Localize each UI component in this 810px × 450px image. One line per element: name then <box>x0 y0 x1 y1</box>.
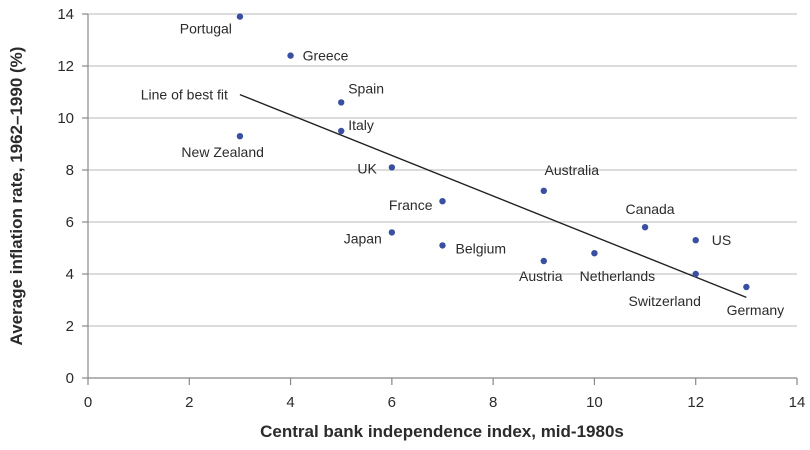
point-label-netherlands: Netherlands <box>580 268 656 284</box>
data-points: Portugal Greece Spain Italy New Zealand UK Aus… <box>180 13 784 318</box>
y-tick-label: 6 <box>66 214 74 231</box>
x-tick-label: 6 <box>388 394 396 411</box>
point-label-switzerland: Switzerland <box>629 293 701 309</box>
point-italy <box>338 127 345 135</box>
point-netherlands <box>591 250 598 257</box>
point-label-germany: Germany <box>727 302 785 318</box>
point-germany <box>743 283 750 291</box>
gridlines <box>88 13 797 327</box>
y-tick-label: 10 <box>57 110 74 127</box>
y-tick-label: 14 <box>57 6 74 23</box>
point-us <box>692 237 699 244</box>
x-tick-label: 12 <box>687 394 704 411</box>
y-tick-label: 4 <box>66 266 74 283</box>
x-tick-label: 4 <box>286 394 294 411</box>
point-label-austria: Austria <box>519 268 563 284</box>
point-japan <box>388 229 396 236</box>
point-label-australia: Australia <box>545 162 600 178</box>
point-label-new-zealand: New Zealand <box>181 144 264 160</box>
point-new-zealand <box>236 133 244 140</box>
x-tick-label: 0 <box>84 394 92 411</box>
point-switzerland <box>692 270 699 278</box>
y-tick-label: 12 <box>57 58 74 75</box>
point-portugal <box>236 13 244 20</box>
x-tick-label: 10 <box>586 394 603 411</box>
y-tick-label: 8 <box>66 162 74 179</box>
best-fit-line-group: Line of best fit <box>141 87 747 299</box>
point-label-france: France <box>389 197 433 213</box>
x-tick-label: 2 <box>185 394 193 411</box>
x-axis-title: Central bank independence index, mid-198… <box>260 422 624 441</box>
best-fit-line <box>239 93 747 299</box>
point-belgium <box>439 242 446 249</box>
point-canada <box>641 224 649 231</box>
y-tick-label: 2 <box>66 318 74 335</box>
x-tick-label: 8 <box>489 394 497 411</box>
point-label-canada: Canada <box>626 201 675 217</box>
point-label-greece: Greece <box>303 48 349 64</box>
point-austria <box>540 257 547 265</box>
best-fit-line-label: Line of best fit <box>141 87 228 103</box>
point-label-italy: Italy <box>348 117 374 133</box>
point-label-us: US <box>712 232 731 248</box>
point-label-portugal: Portugal <box>180 21 232 37</box>
point-australia <box>540 187 547 194</box>
point-label-uk: UK <box>357 160 377 176</box>
axes: 0 2 4 6 8 10 12 14 0 2 4 6 8 10 12 14 <box>57 6 805 411</box>
point-label-japan: Japan <box>344 230 382 246</box>
y-tick-label: 0 <box>66 370 74 387</box>
x-tick-label: 14 <box>789 394 806 411</box>
point-greece <box>287 52 294 59</box>
point-uk <box>388 164 396 171</box>
point-france <box>439 198 446 205</box>
point-spain <box>338 99 345 106</box>
point-label-belgium: Belgium <box>456 240 507 256</box>
point-label-spain: Spain <box>348 80 384 96</box>
y-axis-title: Average inflation rate, 1962–1990 (%) <box>7 47 26 346</box>
